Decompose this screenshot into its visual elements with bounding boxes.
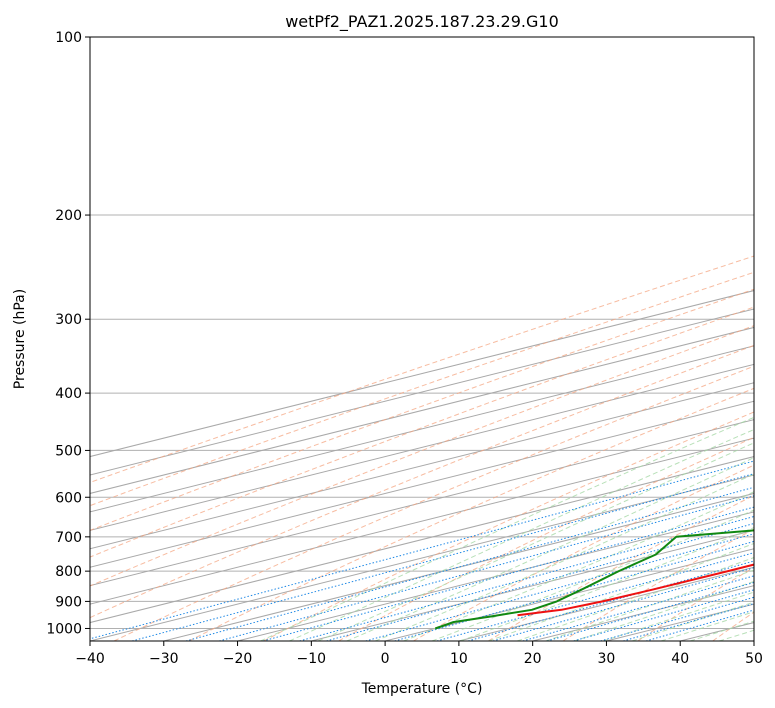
- x-tick-label: −20: [223, 651, 253, 667]
- y-tick-label: 600: [55, 490, 82, 506]
- x-tick-label: 50: [745, 651, 763, 667]
- mixing-ratio-line: [436, 552, 754, 641]
- dewpoint-profile-line: [434, 529, 754, 630]
- y-tick-label: 100: [55, 30, 82, 46]
- dry-adiabat-line: [263, 411, 754, 641]
- dry-adiabat-line: [90, 255, 754, 484]
- isotherm-line: [163, 492, 754, 641]
- x-tick-label: 10: [450, 651, 468, 667]
- isotherm-line: [90, 419, 754, 587]
- isotherm-line: [90, 290, 754, 458]
- mixing-ratio-line: [185, 486, 754, 641]
- y-tick-label: 700: [55, 530, 82, 546]
- mixing-ratio-line: [623, 603, 754, 641]
- moist-adiabat-line: [403, 491, 754, 641]
- dry-adiabat-line: [113, 365, 754, 641]
- isotherm-line: [90, 326, 754, 494]
- y-axis-ticks: 1000 900 800 700 600 500 400 300 200 100: [46, 30, 90, 637]
- moist-adiabat-line: [260, 416, 754, 641]
- x-tick-label: 0: [381, 651, 390, 667]
- x-tick-label: −40: [75, 651, 105, 667]
- mixing-ratio-line: [645, 609, 754, 641]
- isotherm-line: [237, 511, 754, 641]
- y-tick-label: 800: [55, 564, 82, 580]
- sounding-profiles: [434, 529, 754, 630]
- dry-adiabat-line: [90, 271, 754, 507]
- mixing-ratio-line: [131, 473, 754, 641]
- dry-adiabat-line: [90, 306, 754, 558]
- y-tick-label: 300: [55, 312, 82, 328]
- isotherm-line: [90, 382, 754, 550]
- isotherm-line: [90, 456, 754, 624]
- mixing-ratio-line: [365, 533, 754, 641]
- x-tick-label: 20: [524, 651, 542, 667]
- dry-adiabat-line: [487, 494, 754, 641]
- isotherm-line: [311, 529, 754, 641]
- y-tick-label: 500: [55, 443, 82, 459]
- x-tick-label: −10: [297, 651, 327, 667]
- mixing-ratio-line: [90, 460, 754, 640]
- y-tick-label: 200: [55, 208, 82, 224]
- moist-adiabat-line: [375, 473, 754, 641]
- y-tick-label: 400: [55, 386, 82, 402]
- isotherm-line: [90, 437, 754, 605]
- x-axis-label: Temperature (°C): [361, 681, 483, 697]
- moist-adiabat-line: [631, 601, 754, 641]
- y-tick-label: 1000: [46, 621, 82, 637]
- plot-frame: [89, 36, 755, 642]
- mixing-ratio-line: [326, 522, 754, 641]
- chart-title: wetPf2_PAZ1.2025.187.23.29.G10: [285, 12, 559, 32]
- isotherm-line: [90, 308, 754, 476]
- moist-adiabat-line: [516, 556, 754, 641]
- mixing-ratio-line: [299, 515, 754, 641]
- y-tick-label: 900: [55, 594, 82, 610]
- dry-adiabat-line: [338, 436, 754, 641]
- background-lines: [90, 37, 754, 641]
- moist-adiabat-line: [317, 442, 754, 641]
- dry-adiabat-line: [90, 288, 754, 531]
- isotherm-line: [90, 400, 754, 568]
- x-tick-label: −30: [149, 651, 179, 667]
- dry-adiabat-line: [90, 344, 754, 619]
- isotherm-line: [90, 474, 754, 641]
- y-axis-label: Pressure (hPa): [12, 289, 28, 389]
- moist-adiabat-line: [460, 527, 754, 641]
- x-axis-ticks: −40 −30 −20 −10 0 10 20 30 40 50: [75, 641, 763, 667]
- moist-adiabat-line: [602, 591, 754, 641]
- moist-adiabat-line: [289, 428, 754, 641]
- mixing-ratio-line: [262, 506, 754, 641]
- x-tick-label: 30: [598, 651, 616, 667]
- x-tick-label: 40: [671, 651, 689, 667]
